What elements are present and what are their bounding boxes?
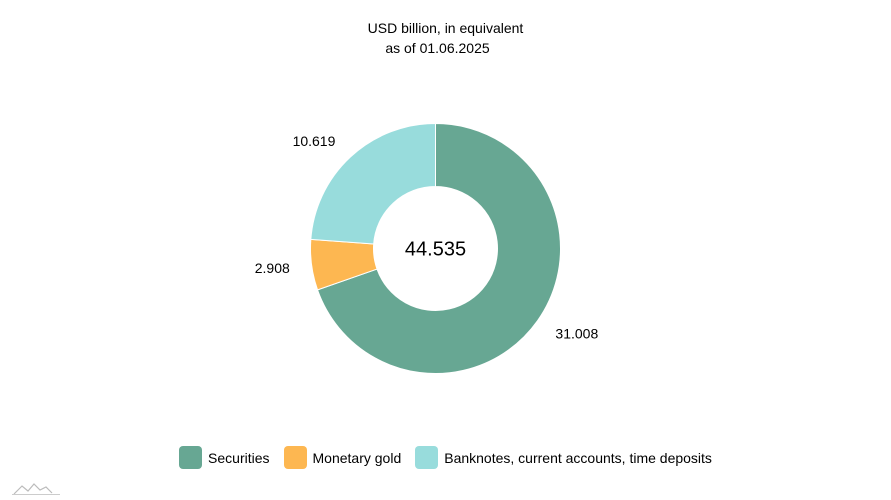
data-label-monetary-gold: 2.908 (255, 260, 290, 276)
legend-item-banknotes[interactable]: Banknotes, current accounts, time deposi… (415, 446, 712, 469)
chart-title: USD billion, in equivalent as of 01.06.2… (0, 18, 891, 58)
chart-title-line-1: USD billion, in equivalent (367, 20, 524, 36)
legend-swatch-monetary-gold (283, 446, 307, 469)
legend-item-monetary-gold[interactable]: Monetary gold (283, 446, 402, 469)
legend-swatch-banknotes (415, 446, 439, 469)
data-label-securities: 31.008 (555, 326, 598, 342)
legend-label-securities: Securities (208, 449, 270, 466)
donut-chart: 31.008 2.908 10.619 44.535 (255, 122, 598, 374)
chart-library-logo (12, 483, 60, 495)
legend-item-securities[interactable]: Securities (179, 446, 270, 469)
chart-legend: Securities Monetary gold Banknotes, curr… (0, 446, 891, 469)
legend-swatch-securities (179, 446, 203, 469)
slice-banknotes[interactable] (310, 122, 436, 245)
slice-securities[interactable] (316, 122, 561, 374)
center-total-label: 44.535 (405, 239, 466, 261)
data-label-banknotes: 10.619 (293, 133, 336, 149)
legend-label-monetary-gold: Monetary gold (312, 449, 402, 466)
chart-subtitle-date: as of 01.06.2025 (385, 40, 490, 56)
legend-label-banknotes: Banknotes, current accounts, time deposi… (444, 449, 712, 466)
